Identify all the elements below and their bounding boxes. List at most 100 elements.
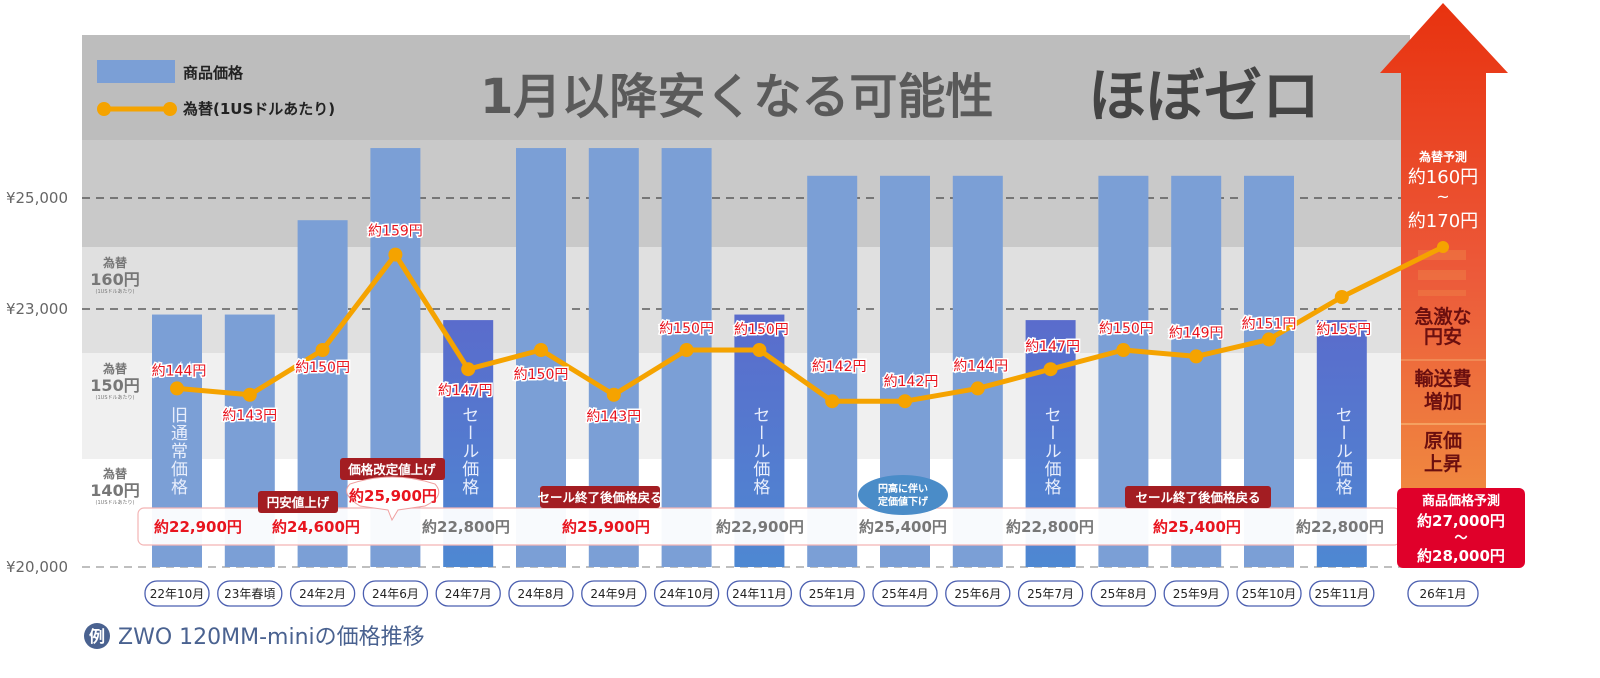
band-label-rate: 150円 [90,376,139,395]
forecast-reason: 原価 [1424,430,1462,452]
exchange-rate-point [825,394,840,409]
category-label: 24年6月 [372,587,419,601]
category-pill [435,580,501,607]
category-label: 25年10月 [1242,587,1297,601]
category-label: 24年9月 [590,587,637,601]
price-strip-label: 約22,800円 [422,518,510,536]
annotation-text: セール終了後価格戻る [1135,490,1260,505]
y-tick-label: ¥25,000 [6,189,68,207]
legend-line-label: 為替(1USドルあたり) [182,100,335,118]
price-strip-label: 約24,600円 [272,518,360,536]
price-bar [807,175,858,568]
annotation-sale-end-1: セール終了後価格戻る [537,486,663,508]
forecast-price-low: 約27,000円 [1417,512,1505,530]
headline-part2: ほぼゼロ [1088,62,1320,130]
category-pill [1163,580,1229,607]
category-pill [581,580,647,607]
exchange-rate-label: 約151円 [1242,316,1297,332]
band-label-rate: 140円 [90,481,139,500]
category-label: 24年7月 [445,587,492,601]
header-band [82,35,1410,140]
exchange-rate-label: 約150円 [1099,321,1154,337]
forecast-reason: 円安 [1424,325,1462,348]
category-label: 24年2月 [299,587,346,601]
forecast-price-tilde: ～ [1454,531,1467,546]
category-pill [1309,580,1375,607]
band-label-title: 為替 [103,361,128,376]
band-label-rate: 160円 [90,270,139,289]
forecast-rate-low: 約160円 [1408,167,1478,188]
annotation-text: 価格改定値上げ [347,462,436,477]
band-label-unit: (1USドルあたり) [96,500,135,506]
bar-vertical-label: 旧通常価格 [167,406,188,496]
exchange-rate-label: 約155円 [1316,322,1371,338]
exchange-rate-point [606,387,621,402]
price-strip-label: 約25,400円 [1153,518,1241,536]
exchange-rate-point [1043,362,1058,377]
category-label: 25年7月 [1027,587,1074,601]
category-label: 25年1月 [809,587,856,601]
exchange-rate-point [1334,290,1349,304]
forecast-reason: 急激な [1414,305,1471,328]
exchange-rate-label: 約147円 [438,383,493,399]
annotation-value: 約25,900円 [349,487,437,505]
category-label: 24年10月 [659,587,714,601]
price-strip-label: 約25,400円 [859,518,947,536]
annotation-text: セール終了後価格戻る [537,490,662,505]
category-pill [217,580,283,607]
category-label: 24年8月 [518,587,565,601]
exchange-rate-label: 約143円 [222,408,277,424]
category-pill [872,580,938,607]
band-label-title: 為替 [103,255,128,270]
price-strip-label: 約22,800円 [1006,518,1094,536]
bar-vertical-label: セール価格 [1041,406,1062,496]
bar-vertical-label: セール価格 [458,406,479,496]
category-label: 26年1月 [1420,587,1467,601]
price-strip-label: 約22,900円 [716,518,804,536]
exchange-rate-point [242,387,257,402]
caption-badge-text: 例 [89,627,105,646]
category-pill [289,580,356,607]
forecast-price-box: 商品価格予測 約27,000円 ～ 約28,000円 [1397,488,1525,568]
annotation-text: 円安値上げ [267,495,330,510]
category-pill [726,580,793,607]
legend: 商品価格 為替(1USドルあたり) [97,60,335,118]
exchange-rate-point [1262,332,1276,347]
exchange-rate-label: 約150円 [295,360,350,376]
exchange-rate-label: 約150円 [734,322,789,338]
exchange-rate-point [1116,343,1131,357]
category-pill [508,580,574,607]
bar-vertical-label: セール価格 [1332,406,1353,496]
exchange-rate-point [898,394,912,409]
legend-line-dot [163,102,177,116]
forecast-rate-title: 為替予測 [1419,149,1467,164]
forecast-price-title: 商品価格予測 [1422,493,1500,509]
caption-title: ZWO 120MM-miniの価格推移 [118,625,425,650]
annotation-price-revision: 価格改定値上げ 約25,900円 [340,458,445,522]
forecast-rate-high: 約170円 [1408,211,1478,232]
price-bar [952,175,1003,568]
annotation-text: 定価値下げ [878,495,929,508]
forecast-price-high: 約28,000円 [1417,547,1505,565]
exchange-rate-point [388,247,403,262]
forecast-reason: 輸送費 [1414,367,1471,390]
exchange-rate-line [176,244,1445,404]
category-label: 25年9月 [1173,587,1220,601]
forecast-category-pill: 26年1月 [1407,580,1479,607]
caption-badge [84,623,110,649]
headline-part1: 1月以降安くなる可能性 [480,69,993,125]
forecast-rate-point [1437,241,1449,253]
price-strip-label: 約25,900円 [562,518,650,536]
category-label: 25年4月 [882,587,929,601]
price-strip-label: 約22,900円 [154,518,242,536]
band-label-unit: (1USドルあたり) [96,395,135,401]
category-pill [799,580,865,607]
exchange-rate-point [534,343,548,357]
category-pill [653,580,720,607]
forecast-tilde: ~ [1436,187,1449,206]
exchange-rate-label: 約142円 [884,374,939,390]
band-label-unit: (1USドルあたり) [96,289,135,295]
exchange-rate-label: 約142円 [812,359,867,375]
exchange-rate-point [1189,349,1204,364]
category-label: 25年6月 [954,587,1001,601]
